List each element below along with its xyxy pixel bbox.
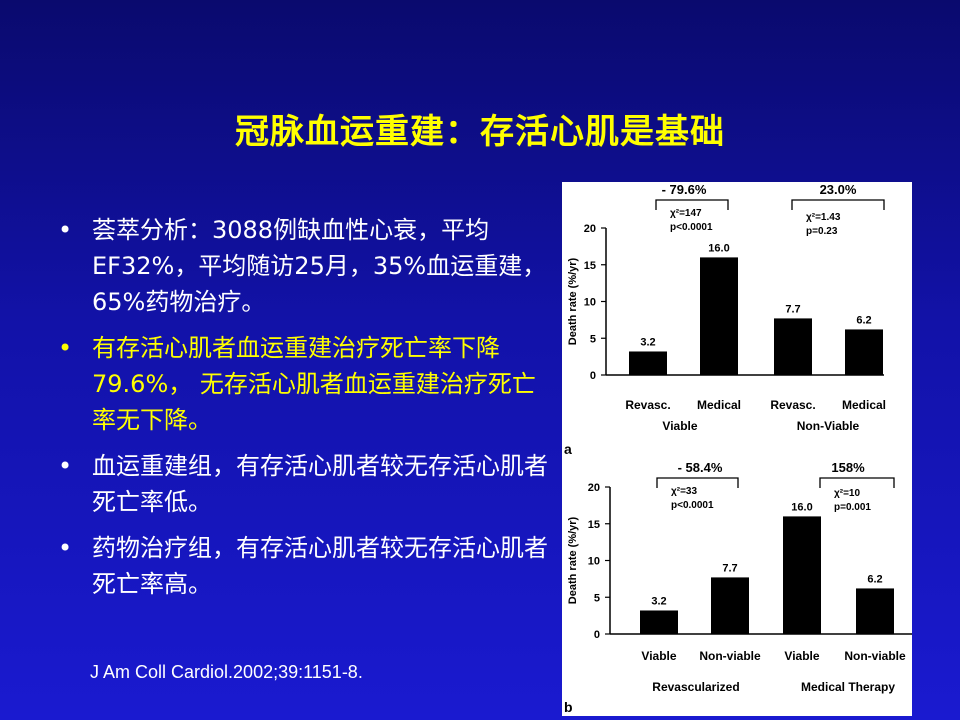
- bar-charts: 0 5 10 15 20 Death rate (%/yr) 3.2 Revasc. 16.0 M…: [564, 182, 912, 715]
- bar: [783, 516, 821, 634]
- bullet-marker: •: [58, 452, 73, 480]
- category-label: Viable: [784, 649, 819, 663]
- bar: [640, 610, 678, 634]
- category-label: Viable: [641, 649, 676, 663]
- group-label: Viable: [662, 419, 697, 433]
- bullet-item: • 荟萃分析：3088例缺血性心衰，平均EF32%，平均随访25月，35%血运重…: [58, 212, 548, 320]
- bar: [629, 351, 667, 375]
- bullet-item: • 血运重建组，有存活心肌者较无存活心肌者死亡率低。: [58, 448, 548, 520]
- group-label: Non-Viable: [797, 419, 860, 433]
- bar-value-label: 16.0: [708, 242, 729, 254]
- y-tick-label: 20: [588, 482, 600, 494]
- bullet-text: 血运重建组，有存活心肌者较无存活心肌者死亡率低。: [92, 452, 548, 516]
- category-label: Medical: [842, 398, 886, 412]
- comparison-p-value: p=0.23: [806, 226, 838, 237]
- comparison-bracket: [655, 199, 729, 210]
- bar-value-label: 7.7: [722, 562, 737, 574]
- comparison-stat: χ²=147: [670, 208, 702, 219]
- y-tick-label: 10: [584, 297, 596, 309]
- y-axis-label: Death rate (%/yr): [567, 516, 579, 604]
- category-label: Medical: [697, 398, 741, 412]
- bullet-item: • 有存活心肌者血运重建治疗死亡率下降79.6%， 无存活心肌者血运重建治疗死亡…: [58, 330, 548, 438]
- group-label: Revascularized: [652, 680, 739, 694]
- bar: [845, 329, 883, 375]
- comparison-bracket: [656, 477, 739, 488]
- bullet-text: 药物治疗组，有存活心肌者较无存活心肌者死亡率高。: [92, 534, 548, 598]
- comparison-change: - 79.6%: [662, 182, 707, 197]
- bar-value-label: 3.2: [640, 336, 655, 348]
- slide-title: 冠脉血运重建：存活心肌是基础: [235, 112, 725, 152]
- y-tick-label: 10: [588, 556, 600, 568]
- category-label: Non-viable: [844, 649, 906, 663]
- bar: [774, 318, 812, 375]
- bullet-text: 荟萃分析：3088例缺血性心衰，平均EF32%，平均随访25月，35%血运重建，…: [92, 216, 547, 316]
- citation: J Am Coll Cardiol.2002;39:1151-8.: [90, 662, 363, 682]
- panel-label: a: [564, 441, 572, 457]
- panel-label: b: [564, 699, 573, 715]
- bar-value-label: 7.7: [785, 303, 800, 315]
- y-tick-label: 15: [584, 260, 596, 272]
- group-label: Medical Therapy: [801, 680, 895, 694]
- bullet-item: • 药物治疗组，有存活心肌者较无存活心肌者死亡率高。: [58, 530, 548, 602]
- category-label: Non-viable: [699, 649, 761, 663]
- y-tick-label: 0: [594, 629, 600, 641]
- comparison-stat: χ²=10: [834, 488, 860, 499]
- comparison-stat: χ²=33: [671, 486, 697, 497]
- y-tick-label: 0: [590, 370, 596, 382]
- bar-value-label: 16.0: [791, 501, 812, 513]
- y-tick-label: 15: [588, 519, 600, 531]
- bullet-list: • 荟萃分析：3088例缺血性心衰，平均EF32%，平均随访25月，35%血运重…: [58, 212, 548, 612]
- comparison-p-value: p=0.001: [834, 502, 871, 513]
- comparison-p-value: p<0.0001: [671, 500, 714, 511]
- y-axis-label: Death rate (%/yr): [567, 257, 579, 345]
- category-label: Revasc.: [770, 398, 815, 412]
- bar-value-label: 6.2: [867, 573, 882, 585]
- bar-value-label: 3.2: [651, 595, 666, 607]
- y-tick-label: 5: [590, 333, 596, 345]
- comparison-stat: χ²=1.43: [806, 212, 841, 223]
- y-tick-label: 20: [584, 223, 596, 235]
- comparison-p-value: p<0.0001: [670, 222, 713, 233]
- category-label: Revasc.: [625, 398, 670, 412]
- bar: [700, 257, 738, 375]
- comparison-bracket: [791, 199, 885, 210]
- y-tick-label: 5: [594, 592, 600, 604]
- bullet-text: 有存活心肌者血运重建治疗死亡率下降79.6%， 无存活心肌者血运重建治疗死亡率无…: [92, 334, 536, 434]
- comparison-bracket: [819, 477, 895, 488]
- bar: [856, 588, 894, 634]
- comparison-change: - 58.4%: [678, 460, 723, 475]
- bar-value-label: 6.2: [856, 314, 871, 326]
- comparison-change: 23.0%: [820, 182, 857, 197]
- bar: [711, 577, 749, 634]
- bullet-marker: •: [58, 216, 73, 244]
- bullet-marker: •: [58, 534, 73, 562]
- chart-figure: 0 5 10 15 20 Death rate (%/yr) 3.2 Revasc. 16.0 M…: [562, 182, 912, 716]
- comparison-change: 158%: [831, 460, 865, 475]
- bullet-marker: •: [58, 334, 73, 362]
